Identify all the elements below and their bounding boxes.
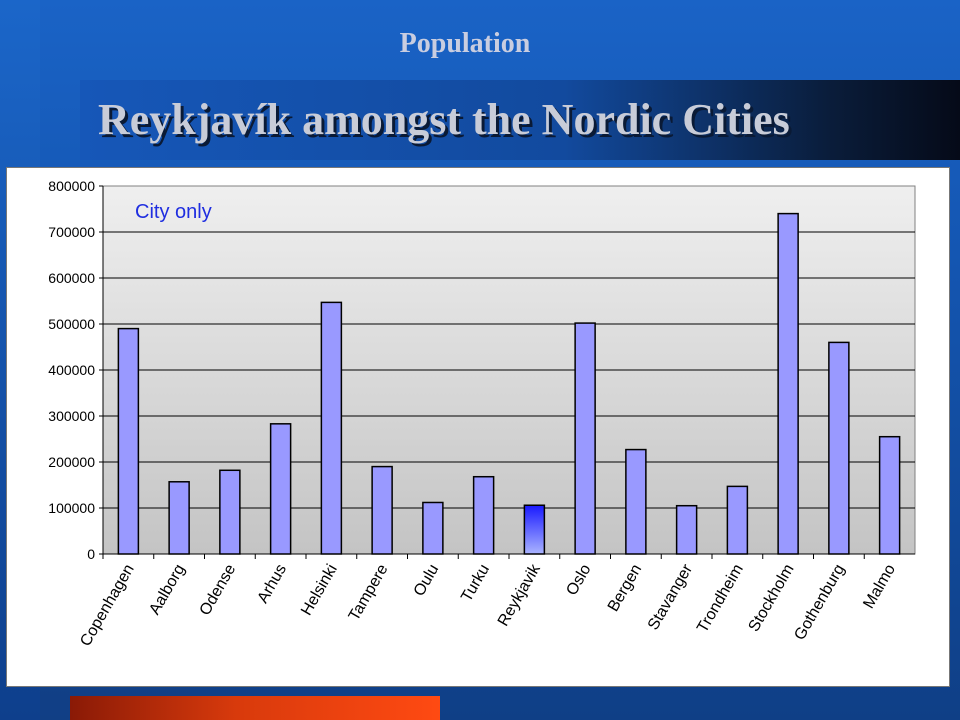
x-tick-label: Reykjavik — [495, 561, 544, 630]
y-tick-label: 300000 — [48, 408, 95, 424]
bar-oulu — [422, 501, 444, 555]
x-tick-label: Stavanger — [645, 561, 697, 633]
y-tick-label: 200000 — [48, 454, 95, 470]
x-tick-label: Arhus — [254, 562, 290, 607]
bar-helsinki — [320, 301, 343, 555]
slide-title: Reykjavík amongst the Nordic Cities — [98, 95, 790, 144]
y-tick-label: 800000 — [48, 178, 95, 194]
bars — [117, 212, 901, 555]
x-tick-label: Malmo — [860, 561, 899, 611]
y-tick-label: 700000 — [48, 224, 95, 240]
x-tick-label: Turku — [458, 562, 493, 605]
slide-kicker: Population — [399, 28, 531, 59]
bar-arhus — [269, 423, 292, 555]
y-tick-label: 600000 — [48, 270, 95, 286]
x-tick-label: Helsinki — [298, 562, 341, 619]
x-tick-label: Odense — [197, 561, 240, 618]
y-tick-label: 500000 — [48, 316, 95, 332]
x-tick-label: Bergen — [605, 562, 646, 615]
y-tick-label: 100000 — [48, 500, 95, 516]
x-tick-label: Oslo — [563, 561, 594, 598]
x-tick-label: Trondheim — [694, 562, 747, 636]
y-tick-label: 0 — [87, 546, 95, 562]
x-axis: Copenhagen Aalborg Odense Arhus Helsinki Tamp… — [77, 553, 915, 650]
x-tick-label: Copenhagen — [77, 562, 138, 650]
x-tick-label: Tampere — [346, 561, 392, 623]
x-tick-label: Stockholm — [746, 562, 798, 635]
bar-tampere — [371, 465, 393, 555]
bar-copenhagen — [117, 327, 140, 555]
bar-stavanger — [675, 504, 698, 555]
bar-turku — [472, 475, 495, 555]
bar-stockholm — [777, 212, 799, 555]
bar-aalborg — [168, 481, 190, 555]
chart-panel: 0 100000 200000 300000 400000 500000 600000 700… — [6, 167, 950, 687]
y-axis: 0 100000 200000 300000 400000 500000 600000 700… — [48, 178, 104, 562]
chart-annotation: City only — [135, 201, 212, 223]
bar-malmo — [878, 435, 901, 555]
x-tick-label: Aalborg — [146, 562, 188, 618]
bar-oslo — [574, 322, 596, 555]
y-tick-label: 400000 — [48, 362, 95, 378]
x-tick-label: Oulu — [411, 562, 443, 600]
bar-odense — [219, 469, 241, 555]
bottom-decor-bar — [70, 696, 440, 720]
x-tick-label: Gothenburg — [791, 562, 848, 644]
bar-bergen — [625, 448, 647, 555]
population-bar-chart: 0 100000 200000 300000 400000 500000 600000 700… — [48, 178, 916, 650]
bar-gothenburg — [828, 341, 850, 555]
bar-trondheim — [726, 485, 749, 555]
title-band — [80, 80, 960, 160]
bar-reykjavik — [523, 504, 546, 555]
